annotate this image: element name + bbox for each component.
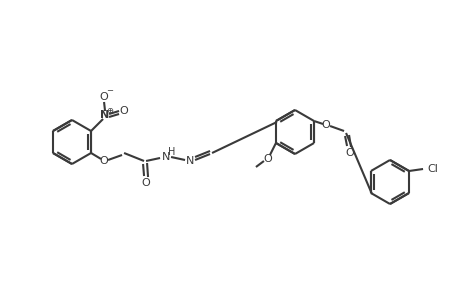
Text: O: O xyxy=(263,154,272,164)
Text: O: O xyxy=(100,156,108,166)
Text: N: N xyxy=(100,110,109,120)
Text: Cl: Cl xyxy=(427,164,437,174)
Text: H: H xyxy=(168,147,175,157)
Text: O: O xyxy=(321,120,330,130)
Text: N: N xyxy=(185,156,194,166)
Text: O: O xyxy=(100,92,108,102)
Text: N: N xyxy=(162,152,170,162)
Text: O: O xyxy=(119,106,128,116)
Text: −: − xyxy=(106,86,113,95)
Text: O: O xyxy=(141,178,150,188)
Text: ⊕: ⊕ xyxy=(106,106,113,115)
Text: O: O xyxy=(345,148,353,158)
